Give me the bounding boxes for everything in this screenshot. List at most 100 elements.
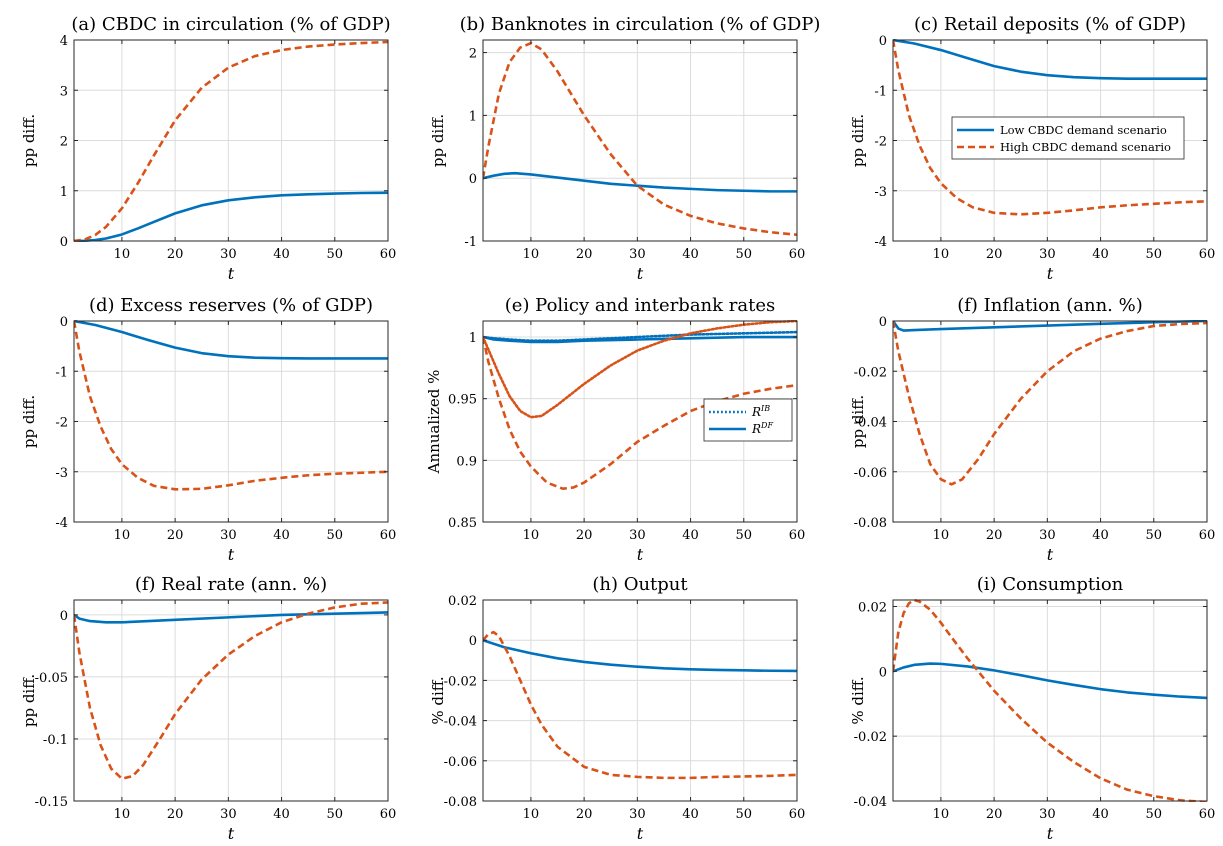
- x-tick-label: 10: [114, 807, 131, 822]
- x-tick-label: 30: [1039, 807, 1056, 822]
- x-tick-label: 60: [380, 807, 397, 822]
- x-axis-label: t: [228, 545, 235, 564]
- x-tick-label: 30: [220, 528, 237, 543]
- y-tick-label: -0.04: [854, 795, 887, 810]
- y-tick-label: -0.06: [444, 755, 477, 770]
- legend-label: RDF: [751, 421, 773, 436]
- plot-area: [74, 600, 388, 801]
- x-axis-label: t: [637, 824, 644, 843]
- x-tick-label: 50: [736, 528, 753, 543]
- series-line-low-solid: [893, 320, 1207, 332]
- y-tick-label: 0.95: [448, 393, 477, 408]
- x-axis-label: t: [637, 545, 644, 564]
- x-tick-label: 10: [933, 528, 950, 543]
- y-axis-label: pp diff.: [20, 395, 38, 448]
- y-tick-label: -2: [55, 416, 68, 431]
- series-line-low-solid: [74, 320, 388, 360]
- y-tick-label: -0.02: [854, 730, 887, 745]
- x-tick-label: 40: [1092, 807, 1109, 822]
- y-tick-label: -0.04: [444, 715, 477, 730]
- y-tick-label: -3: [55, 466, 68, 481]
- panel-title: (f) Inflation (ann. %): [957, 295, 1143, 316]
- x-tick-label: 40: [1092, 528, 1109, 543]
- series-line-low-solid: [893, 39, 1207, 80]
- x-tick-label: 40: [682, 807, 699, 822]
- axes-frame: [73, 599, 389, 802]
- x-axis-label: t: [637, 264, 644, 283]
- y-tick-label: 0: [469, 172, 477, 187]
- x-tick-label: 10: [933, 247, 950, 262]
- series-line-low-solid: [483, 171, 797, 193]
- x-tick-label: 20: [167, 807, 184, 822]
- panel-title: (e) Policy and interbank rates: [505, 295, 775, 316]
- y-tick-label: -0.08: [444, 795, 477, 810]
- y-axis-label: pp diff.: [20, 114, 38, 167]
- y-tick-label: -0.04: [854, 416, 887, 431]
- y-axis-label: pp diff.: [849, 395, 867, 448]
- y-axis-label: Annualized %: [425, 370, 443, 475]
- legend-label: Low CBDC demand scenario: [1000, 123, 1167, 137]
- plot-area: [483, 40, 797, 241]
- y-tick-label: -0.05: [35, 671, 68, 686]
- x-tick-label: 10: [933, 807, 950, 822]
- series-line-low-solid: [893, 662, 1207, 700]
- y-tick-label: 0: [879, 665, 887, 680]
- x-tick-label: 50: [327, 528, 344, 543]
- panel-title: (a) CBDC in circulation (% of GDP): [71, 14, 390, 35]
- x-tick-label: 60: [1199, 528, 1216, 543]
- y-tick-label: -0.08: [854, 516, 887, 531]
- x-axis-label: t: [228, 264, 235, 283]
- y-tick-label: 0: [879, 315, 887, 330]
- legend-box: [951, 116, 1185, 160]
- legend-label: RIB: [751, 404, 770, 419]
- x-tick-label: 40: [273, 247, 290, 262]
- series-line-high-dashed: [893, 599, 1207, 802]
- series-line-high-dashed: [893, 39, 1207, 216]
- y-tick-label: 2: [60, 135, 68, 150]
- x-tick-label: 20: [167, 528, 184, 543]
- x-tick-label: 30: [1039, 528, 1056, 543]
- x-tick-label: 10: [523, 807, 540, 822]
- x-tick-label: 20: [576, 807, 593, 822]
- y-tick-label: 0: [60, 235, 68, 250]
- plot-area: [893, 600, 1207, 801]
- x-tick-label: 40: [273, 528, 290, 543]
- series-line-high-dashed: [483, 336, 797, 491]
- panel-title: (d) Excess reserves (% of GDP): [89, 295, 373, 316]
- x-tick-label: 50: [736, 807, 753, 822]
- legend-box: [703, 398, 793, 442]
- y-tick-label: -1: [55, 365, 68, 380]
- y-tick-label: -0.06: [854, 466, 887, 481]
- series-line-high-dashed: [893, 320, 1207, 486]
- y-tick-label: -3: [874, 185, 887, 200]
- panel-b: 10 20 30 40 50 60 -1 0 1 2 (b) Banknotes in circul…: [429, 14, 820, 283]
- y-tick-label: 0: [60, 609, 68, 624]
- x-axis-label: t: [1047, 545, 1054, 564]
- series-line-high-dotted: [483, 320, 797, 419]
- series-line-low-solid: [74, 191, 388, 242]
- x-tick-label: 50: [1146, 528, 1163, 543]
- y-tick-label: -2: [874, 135, 887, 150]
- panel-title: (c) Retail deposits (% of GDP): [914, 14, 1186, 35]
- x-tick-label: 50: [1146, 247, 1163, 262]
- series-line-high-dashed: [74, 601, 388, 780]
- series-line-low-solid: [483, 335, 797, 344]
- x-tick-label: 30: [1039, 247, 1056, 262]
- x-tick-label: 60: [789, 247, 806, 262]
- axes-frame: [482, 320, 798, 523]
- x-tick-label: 40: [682, 528, 699, 543]
- y-axis-label: pp diff.: [849, 114, 867, 167]
- y-axis-label: % diff.: [429, 676, 447, 724]
- y-axis-label: pp diff.: [429, 114, 447, 167]
- x-tick-label: 20: [986, 247, 1003, 262]
- x-tick-label: 30: [220, 247, 237, 262]
- x-tick-label: 20: [986, 807, 1003, 822]
- y-tick-label: 1: [469, 109, 477, 124]
- y-tick-label: 4: [60, 34, 68, 49]
- y-tick-label: 0: [60, 315, 68, 330]
- legend-label: High CBDC demand scenario: [1000, 140, 1171, 154]
- axes-frame: [482, 39, 798, 242]
- panel-g: 10 20 30 40 50 60 -0.15 -0.1 -0.05 0 (f) Real rate…: [20, 574, 396, 843]
- y-tick-label: 0.85: [448, 516, 477, 531]
- y-tick-label: 1: [60, 185, 68, 200]
